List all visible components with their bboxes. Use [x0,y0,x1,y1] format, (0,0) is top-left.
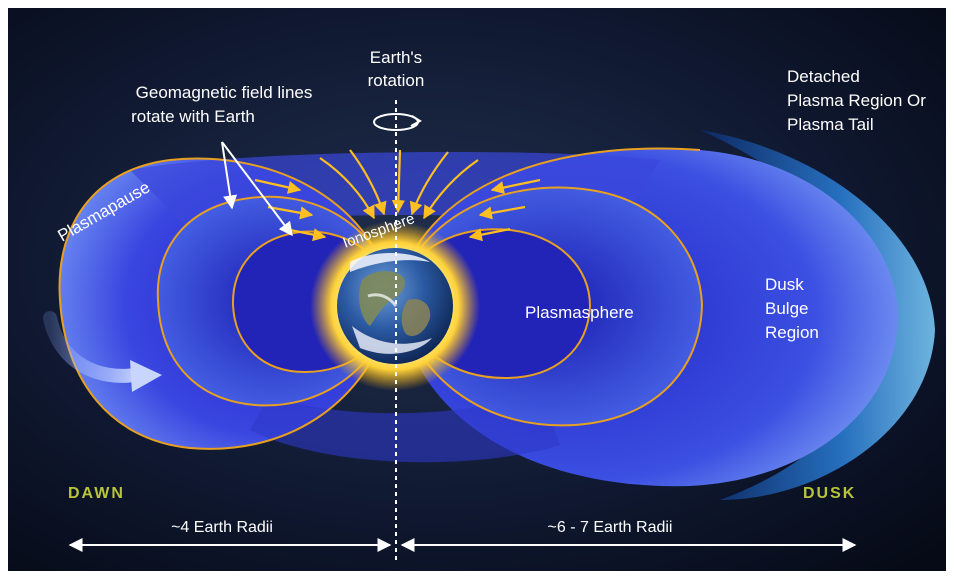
rotation-label-1: Earth's [370,48,422,67]
left-distance-label: ~4 Earth Radii [171,519,273,536]
right-distance-label: ~6 - 7 Earth Radii [548,519,673,536]
dusk-bulge-label-2: Bulge [765,299,808,318]
field-arrows [254,149,541,242]
field-lines-label-1: Geomagnetic field lines [136,83,313,102]
plasma-flow-arrow-icon [43,311,162,392]
plasmasphere-label: Plasmasphere [525,303,634,322]
field-lines-label-2: rotate with Earth [131,107,255,126]
dusk-bulge-label-1: Dusk [765,275,804,294]
rotation-label-2: rotation [368,71,425,90]
earth-globe-icon [337,248,453,364]
detached-label-2: Plasma Region Or [787,91,926,110]
field-lines [58,147,704,450]
dawn-label: DAWN [68,485,125,502]
dusk-bulge-label-3: Region [765,323,819,342]
dusk-label: DUSK [803,485,856,502]
detached-label-1: Detached [787,67,860,86]
rotation-arrow-icon [373,113,422,131]
plasma-tail [700,130,935,500]
callout-pointers [221,141,293,237]
detached-label-3: Plasma Tail [787,115,874,134]
